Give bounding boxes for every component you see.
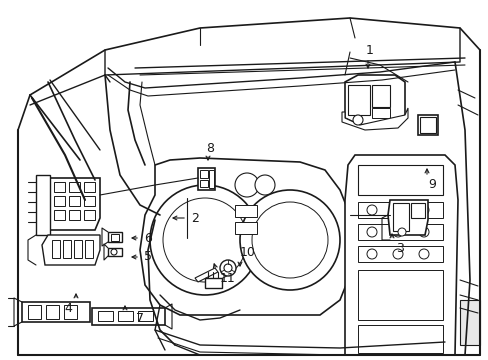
Bar — [235, 222, 257, 234]
Bar — [54, 182, 65, 192]
Bar — [85, 240, 93, 258]
Polygon shape — [387, 200, 427, 235]
Bar — [54, 210, 65, 220]
Circle shape — [150, 185, 260, 295]
Bar — [111, 234, 119, 241]
Circle shape — [392, 227, 402, 237]
Text: 6: 6 — [144, 231, 152, 244]
Polygon shape — [22, 302, 90, 322]
Polygon shape — [42, 235, 100, 265]
Polygon shape — [140, 158, 349, 315]
Bar — [84, 182, 95, 192]
Bar — [357, 270, 442, 320]
Bar — [84, 210, 95, 220]
Polygon shape — [345, 75, 404, 125]
Circle shape — [366, 249, 376, 259]
Bar — [410, 203, 424, 218]
Circle shape — [220, 260, 236, 276]
Circle shape — [418, 249, 428, 259]
Bar — [357, 224, 442, 240]
Text: 8: 8 — [205, 141, 214, 154]
Bar — [98, 311, 113, 321]
Bar — [69, 210, 80, 220]
Bar — [200, 170, 207, 178]
Bar — [54, 196, 65, 206]
Bar — [347, 85, 369, 115]
Text: 3: 3 — [395, 242, 403, 255]
Circle shape — [418, 205, 428, 215]
Polygon shape — [341, 108, 407, 130]
Circle shape — [392, 205, 402, 215]
Bar — [419, 117, 435, 133]
Text: 7: 7 — [136, 311, 143, 324]
Bar — [28, 305, 41, 319]
Text: 10: 10 — [240, 246, 255, 258]
Bar — [357, 246, 442, 262]
Bar — [52, 240, 60, 258]
Polygon shape — [92, 308, 164, 325]
Circle shape — [366, 205, 376, 215]
Text: 1: 1 — [366, 44, 373, 57]
Circle shape — [392, 249, 402, 259]
Polygon shape — [345, 155, 457, 355]
Bar — [84, 196, 95, 206]
Bar — [69, 196, 80, 206]
Circle shape — [397, 228, 405, 236]
Text: 5: 5 — [143, 251, 152, 264]
Bar — [371, 108, 389, 118]
Polygon shape — [108, 248, 122, 256]
Polygon shape — [48, 178, 100, 230]
Bar — [235, 205, 257, 217]
Bar — [118, 311, 133, 321]
Circle shape — [224, 264, 231, 272]
Bar — [208, 170, 214, 188]
Polygon shape — [18, 18, 479, 355]
Bar — [357, 202, 442, 218]
Circle shape — [240, 190, 339, 290]
Circle shape — [251, 202, 327, 278]
Circle shape — [111, 249, 117, 255]
Text: 2: 2 — [191, 211, 199, 225]
Bar — [64, 305, 77, 319]
Text: 11: 11 — [220, 271, 235, 284]
Polygon shape — [195, 268, 218, 282]
Polygon shape — [36, 175, 50, 235]
Polygon shape — [198, 168, 215, 190]
Circle shape — [418, 227, 428, 237]
Circle shape — [235, 173, 259, 197]
Polygon shape — [459, 300, 479, 345]
Bar — [46, 305, 59, 319]
Bar — [63, 240, 71, 258]
Bar — [371, 85, 389, 107]
Bar — [357, 165, 442, 195]
Polygon shape — [204, 278, 222, 288]
Bar — [69, 182, 80, 192]
Text: 4: 4 — [64, 302, 72, 315]
Bar — [392, 203, 408, 231]
Bar — [200, 180, 207, 187]
Bar — [138, 311, 153, 321]
Polygon shape — [108, 232, 122, 242]
Circle shape — [163, 198, 246, 282]
Polygon shape — [417, 115, 437, 135]
Circle shape — [352, 115, 362, 125]
Text: 9: 9 — [427, 179, 435, 192]
Circle shape — [254, 175, 274, 195]
Circle shape — [366, 227, 376, 237]
Bar — [357, 325, 442, 353]
Bar — [74, 240, 82, 258]
